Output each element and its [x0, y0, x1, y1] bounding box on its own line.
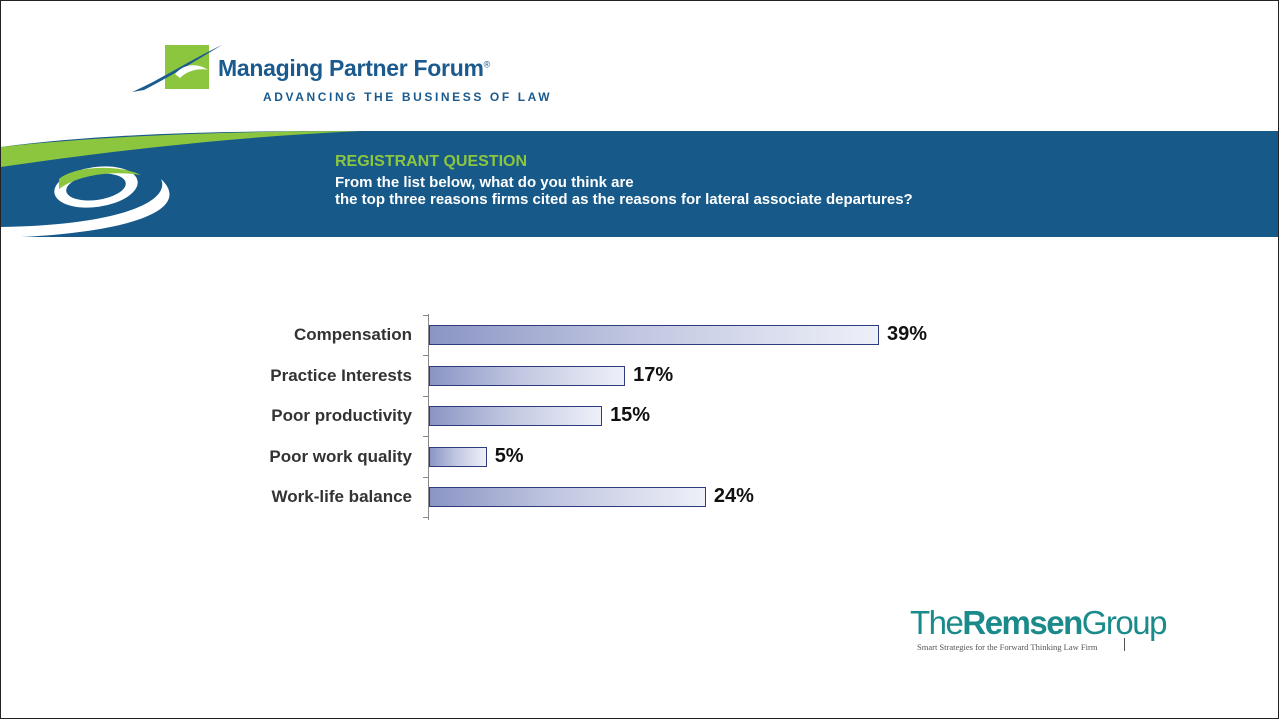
remsen-prefix: The — [910, 604, 964, 641]
logo-title: Managing Partner Forum® — [218, 55, 490, 82]
bar — [429, 325, 879, 345]
axis-tick — [423, 395, 428, 397]
remsen-divider — [1124, 638, 1125, 651]
logo-tagline: ADVANCING THE BUSINESS OF LAW — [263, 90, 553, 104]
question-text-line-2: the top three reasons firms cited as the… — [335, 191, 913, 208]
remsen-logo-wordmark: TheRemsenGroup — [910, 604, 1168, 642]
logo-swoosh-icon — [132, 45, 222, 92]
bar-value-label: 5% — [494, 444, 524, 467]
axis-tick — [423, 355, 428, 357]
bar-value-label: 17% — [633, 363, 674, 386]
remsen-group-logo: TheRemsenGroup Smart Strategies for the … — [910, 604, 1167, 656]
bar-value-label: 24% — [713, 485, 754, 507]
remsen-suffix: Group — [1081, 604, 1168, 641]
bar-value-label: 39% — [887, 323, 928, 345]
banner-swoosh-icon — [1, 131, 381, 237]
category-label: Work-life balance — [271, 487, 412, 506]
remsen-tagline: Smart Strategies for the Forward Thinkin… — [917, 642, 1098, 652]
logo-title-text: Managing Partner Forum — [218, 55, 484, 81]
bar — [429, 487, 706, 507]
question-banner: REGISTRANT QUESTION From the list below,… — [1, 131, 1278, 237]
bar — [429, 365, 626, 386]
axis-tick — [423, 436, 428, 438]
bar — [429, 406, 603, 426]
managing-partner-forum-logo: Managing Partner Forum® ADVANCING THE BU… — [130, 40, 570, 110]
axis-tick — [423, 476, 428, 478]
chart-category-axis — [428, 314, 429, 520]
remsen-bold: Remsen — [962, 604, 1083, 641]
category-label: Poor productivity — [271, 406, 412, 425]
reasons-bar-chart: Compensation 39% Practice Interests 17% Poor… — [0, 300, 1279, 540]
category-label: Poor work quality — [269, 446, 412, 466]
question-heading: REGISTRANT QUESTION — [335, 153, 528, 170]
category-label: Compensation — [293, 325, 412, 344]
axis-tick — [423, 314, 428, 316]
bar-value-label: 15% — [610, 404, 651, 426]
bar — [429, 446, 487, 467]
axis-tick — [423, 517, 428, 519]
registered-mark: ® — [483, 59, 491, 70]
question-text-line-1: From the list below, what do you think a… — [335, 174, 634, 191]
category-label: Practice Interests — [270, 365, 412, 385]
